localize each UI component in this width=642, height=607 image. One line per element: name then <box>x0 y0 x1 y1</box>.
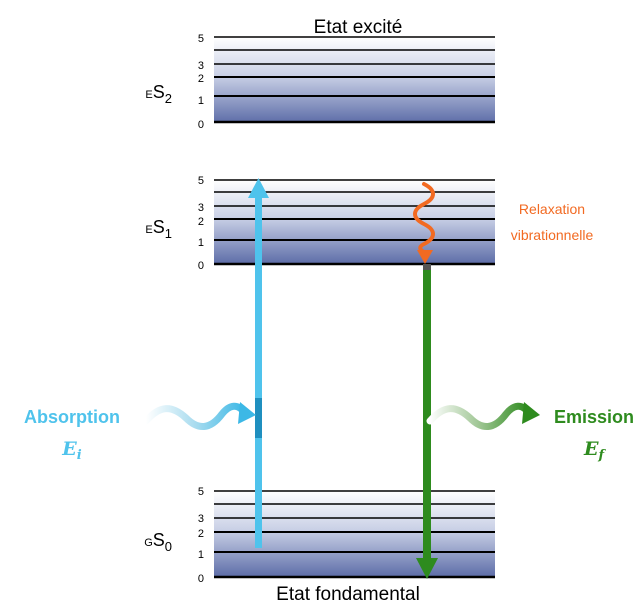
emission-wave-head <box>522 402 540 424</box>
emission-energy: Ef <box>583 438 606 463</box>
tick-label: 2 <box>198 528 204 540</box>
absorption-photon-icon <box>142 402 256 430</box>
absorption-energy: Ei <box>61 438 81 463</box>
state-label-s1: ES1 <box>145 217 172 241</box>
tick-label: 0 <box>198 573 204 585</box>
tick-label: 5 <box>198 486 204 498</box>
emission-wave <box>426 402 532 430</box>
emission-arrow <box>416 264 438 579</box>
tick-label: 0 <box>198 119 204 131</box>
tick-label: 5 <box>198 175 204 187</box>
tick-label: 2 <box>198 216 204 228</box>
tick-label: 3 <box>198 513 204 525</box>
band-s0: 5 3 2 1 0 GS0 <box>144 486 495 585</box>
emission-label: Emission <box>554 407 634 427</box>
relaxation-label-line1: Relaxation <box>519 201 585 217</box>
absorption-wave-head <box>238 402 256 424</box>
excited-state-title: Etat excité <box>314 17 403 38</box>
absorption-marker <box>255 398 262 438</box>
tick-label: 1 <box>198 95 204 107</box>
ground-state-title: Etat fondamental <box>276 584 420 605</box>
tick-label: 3 <box>198 202 204 214</box>
relaxation-wave <box>413 182 435 254</box>
tick-label: 2 <box>198 73 204 85</box>
absorption-arrow-shaft <box>255 196 262 548</box>
tick-label: 5 <box>198 33 204 45</box>
tick-label: 3 <box>198 60 204 72</box>
band-s1: 5 3 2 1 0 ES1 <box>145 175 495 272</box>
emission-photon-icon <box>426 402 540 430</box>
tick-label: 1 <box>198 237 204 249</box>
state-label-s2: ES2 <box>145 82 172 106</box>
emission-arrow-shaft <box>423 264 431 560</box>
relaxation-squiggle-icon <box>413 182 435 264</box>
relaxation-label-line2: vibrationnelle <box>511 227 594 243</box>
absorption-arrow-head <box>248 178 269 198</box>
emission-arrow-head <box>416 558 438 579</box>
state-label-s0: GS0 <box>144 530 172 554</box>
absorption-label: Absorption <box>24 407 120 427</box>
band-s2: 5 3 2 1 0 ES2 <box>145 33 495 131</box>
absorption-wave <box>142 402 248 430</box>
tick-label: 0 <box>198 260 204 272</box>
band-s2-fill <box>214 37 495 123</box>
relaxation-wave-head <box>417 250 433 264</box>
emission-marker <box>423 264 431 270</box>
absorption-arrow <box>248 178 269 548</box>
tick-label: 1 <box>198 549 204 561</box>
